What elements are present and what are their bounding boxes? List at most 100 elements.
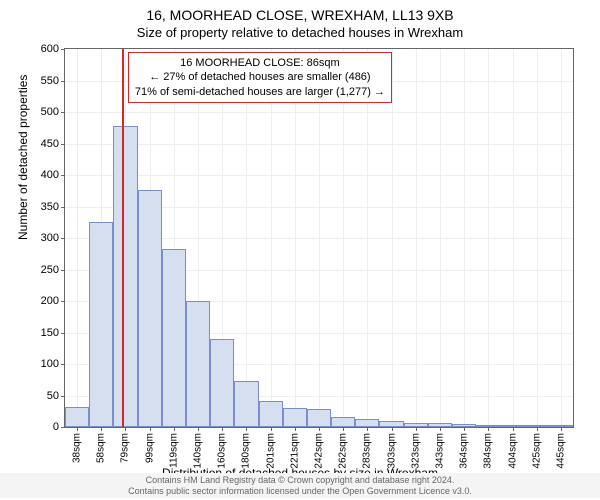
histogram-bar	[65, 407, 89, 427]
info-box-line: 71% of semi-detached houses are larger (…	[135, 85, 385, 99]
x-tick-label: 425sqm	[531, 433, 542, 469]
x-tick-mark	[392, 427, 393, 431]
histogram-bar	[138, 190, 162, 428]
x-tick-label: 140sqm	[193, 433, 204, 469]
histogram-bar	[307, 409, 331, 427]
x-tick-mark	[198, 427, 199, 431]
y-tick-label: 150	[41, 327, 59, 339]
x-tick-label: 58sqm	[96, 433, 107, 463]
y-tick-mark	[61, 238, 65, 239]
x-tick-mark	[367, 427, 368, 431]
info-box-line: ← 27% of detached houses are smaller (48…	[135, 70, 385, 84]
gridline-v	[343, 49, 344, 427]
gridline-v	[513, 49, 514, 427]
gridline-v	[367, 49, 368, 427]
y-tick-mark	[61, 333, 65, 334]
gridline-v	[488, 49, 489, 427]
x-tick-mark	[488, 427, 489, 431]
x-tick-label: 343sqm	[434, 433, 445, 469]
histogram-plot: 05010015020025030035040045050055060038sq…	[64, 48, 574, 428]
y-tick-label: 0	[53, 421, 59, 433]
x-tick-label: 160sqm	[217, 433, 228, 469]
x-tick-label: 38sqm	[72, 433, 83, 463]
y-tick-label: 450	[41, 138, 59, 150]
gridline-v	[537, 49, 538, 427]
y-tick-mark	[61, 175, 65, 176]
x-tick-label: 404sqm	[507, 433, 518, 469]
histogram-bar	[283, 408, 307, 427]
histogram-bar	[355, 419, 379, 427]
gridline-v	[295, 49, 296, 427]
x-tick-label: 119sqm	[168, 433, 179, 468]
x-tick-mark	[513, 427, 514, 431]
footer-line2: Contains public sector information licen…	[0, 486, 600, 497]
histogram-bar	[259, 401, 283, 427]
info-box-line: 16 MOORHEAD CLOSE: 86sqm	[135, 56, 385, 70]
y-tick-mark	[61, 270, 65, 271]
footer: Contains HM Land Registry data © Crown c…	[0, 473, 600, 498]
x-tick-label: 262sqm	[338, 433, 349, 469]
x-tick-label: 283sqm	[362, 433, 373, 469]
x-tick-mark	[271, 427, 272, 431]
chart-container: 16, MOORHEAD CLOSE, WREXHAM, LL13 9XB Si…	[0, 0, 600, 500]
y-tick-mark	[61, 81, 65, 82]
gridline-v	[561, 49, 562, 427]
y-tick-mark	[61, 364, 65, 365]
info-box: 16 MOORHEAD CLOSE: 86sqm← 27% of detache…	[128, 52, 392, 103]
y-tick-label: 250	[41, 264, 59, 276]
plot-area: 05010015020025030035040045050055060038sq…	[64, 48, 574, 428]
histogram-bar	[89, 222, 113, 427]
x-tick-mark	[125, 427, 126, 431]
gridline-v	[271, 49, 272, 427]
gridline-v	[77, 49, 78, 427]
y-tick-label: 350	[41, 201, 59, 213]
x-tick-mark	[343, 427, 344, 431]
chart-subtitle: Size of property relative to detached ho…	[0, 24, 600, 40]
y-tick-label: 50	[47, 390, 59, 402]
x-tick-label: 99sqm	[144, 433, 155, 463]
x-tick-mark	[440, 427, 441, 431]
y-tick-mark	[61, 112, 65, 113]
gridline-v	[392, 49, 393, 427]
x-tick-mark	[77, 427, 78, 431]
x-tick-mark	[319, 427, 320, 431]
gridline-v	[464, 49, 465, 427]
x-tick-mark	[561, 427, 562, 431]
x-tick-mark	[101, 427, 102, 431]
y-tick-label: 550	[41, 75, 59, 87]
y-tick-label: 400	[41, 169, 59, 181]
histogram-bar	[210, 339, 234, 427]
gridline-v	[319, 49, 320, 427]
x-tick-label: 445sqm	[555, 433, 566, 469]
x-tick-label: 221sqm	[289, 433, 300, 469]
x-tick-label: 79sqm	[120, 433, 131, 463]
x-tick-label: 242sqm	[314, 433, 325, 469]
x-tick-label: 180sqm	[241, 433, 252, 469]
x-tick-mark	[537, 427, 538, 431]
y-tick-mark	[61, 49, 65, 50]
y-tick-label: 200	[41, 295, 59, 307]
y-tick-label: 600	[41, 43, 59, 55]
property-marker-line	[122, 49, 124, 427]
footer-line1: Contains HM Land Registry data © Crown c…	[0, 475, 600, 486]
gridline-v	[416, 49, 417, 427]
histogram-bar	[186, 301, 210, 427]
x-tick-mark	[174, 427, 175, 431]
y-tick-mark	[61, 144, 65, 145]
x-tick-mark	[416, 427, 417, 431]
x-tick-label: 303sqm	[386, 433, 397, 469]
y-axis-label: Number of detached properties	[16, 75, 30, 240]
y-tick-mark	[61, 207, 65, 208]
chart-title: 16, MOORHEAD CLOSE, WREXHAM, LL13 9XB	[0, 0, 600, 24]
x-tick-mark	[464, 427, 465, 431]
x-tick-mark	[246, 427, 247, 431]
histogram-bar	[234, 381, 258, 427]
y-tick-label: 100	[41, 358, 59, 370]
x-tick-label: 364sqm	[459, 433, 470, 469]
histogram-bar	[331, 417, 355, 427]
y-tick-label: 300	[41, 232, 59, 244]
x-tick-label: 201sqm	[265, 433, 276, 469]
histogram-bar	[113, 126, 137, 427]
gridline-v	[440, 49, 441, 427]
histogram-bar	[162, 249, 186, 427]
